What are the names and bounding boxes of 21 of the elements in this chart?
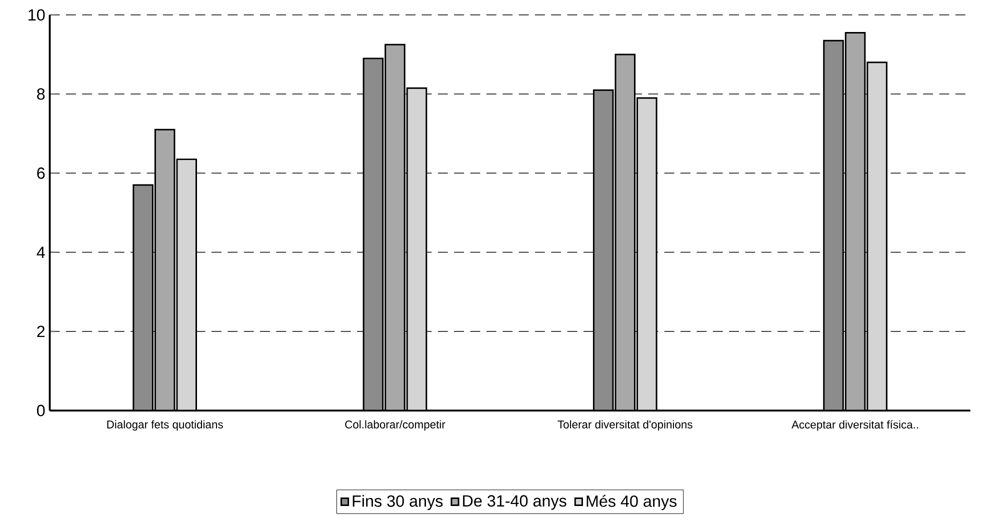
x-tick-label: Col.laborar/competir [345,420,446,431]
y-tick-label: 8 [37,88,45,100]
y-tick-label: 6 [37,167,45,179]
bar [384,44,406,411]
bar [614,54,636,411]
bar [132,184,154,411]
bar [844,32,866,411]
legend-label: Fins 30 anys [352,494,443,510]
x-tick-label: Dialogar fets quotidians [107,420,223,431]
bar [823,40,844,411]
y-tick-label: 0 [37,404,45,416]
bar [154,128,176,411]
y-tick-label: 4 [36,246,45,258]
legend-label: De 31-40 anys [463,495,566,510]
legend-label: Més 40 anys [586,494,677,510]
bar [362,58,384,411]
bar [592,89,614,411]
y-tick-label: 10 [28,9,45,21]
x-tick-label: Tolerar diversitat d'opinions [558,420,692,431]
y-tick-label: 2 [37,326,45,338]
x-tick-label: Acceptar diversitat física.. [792,420,918,431]
